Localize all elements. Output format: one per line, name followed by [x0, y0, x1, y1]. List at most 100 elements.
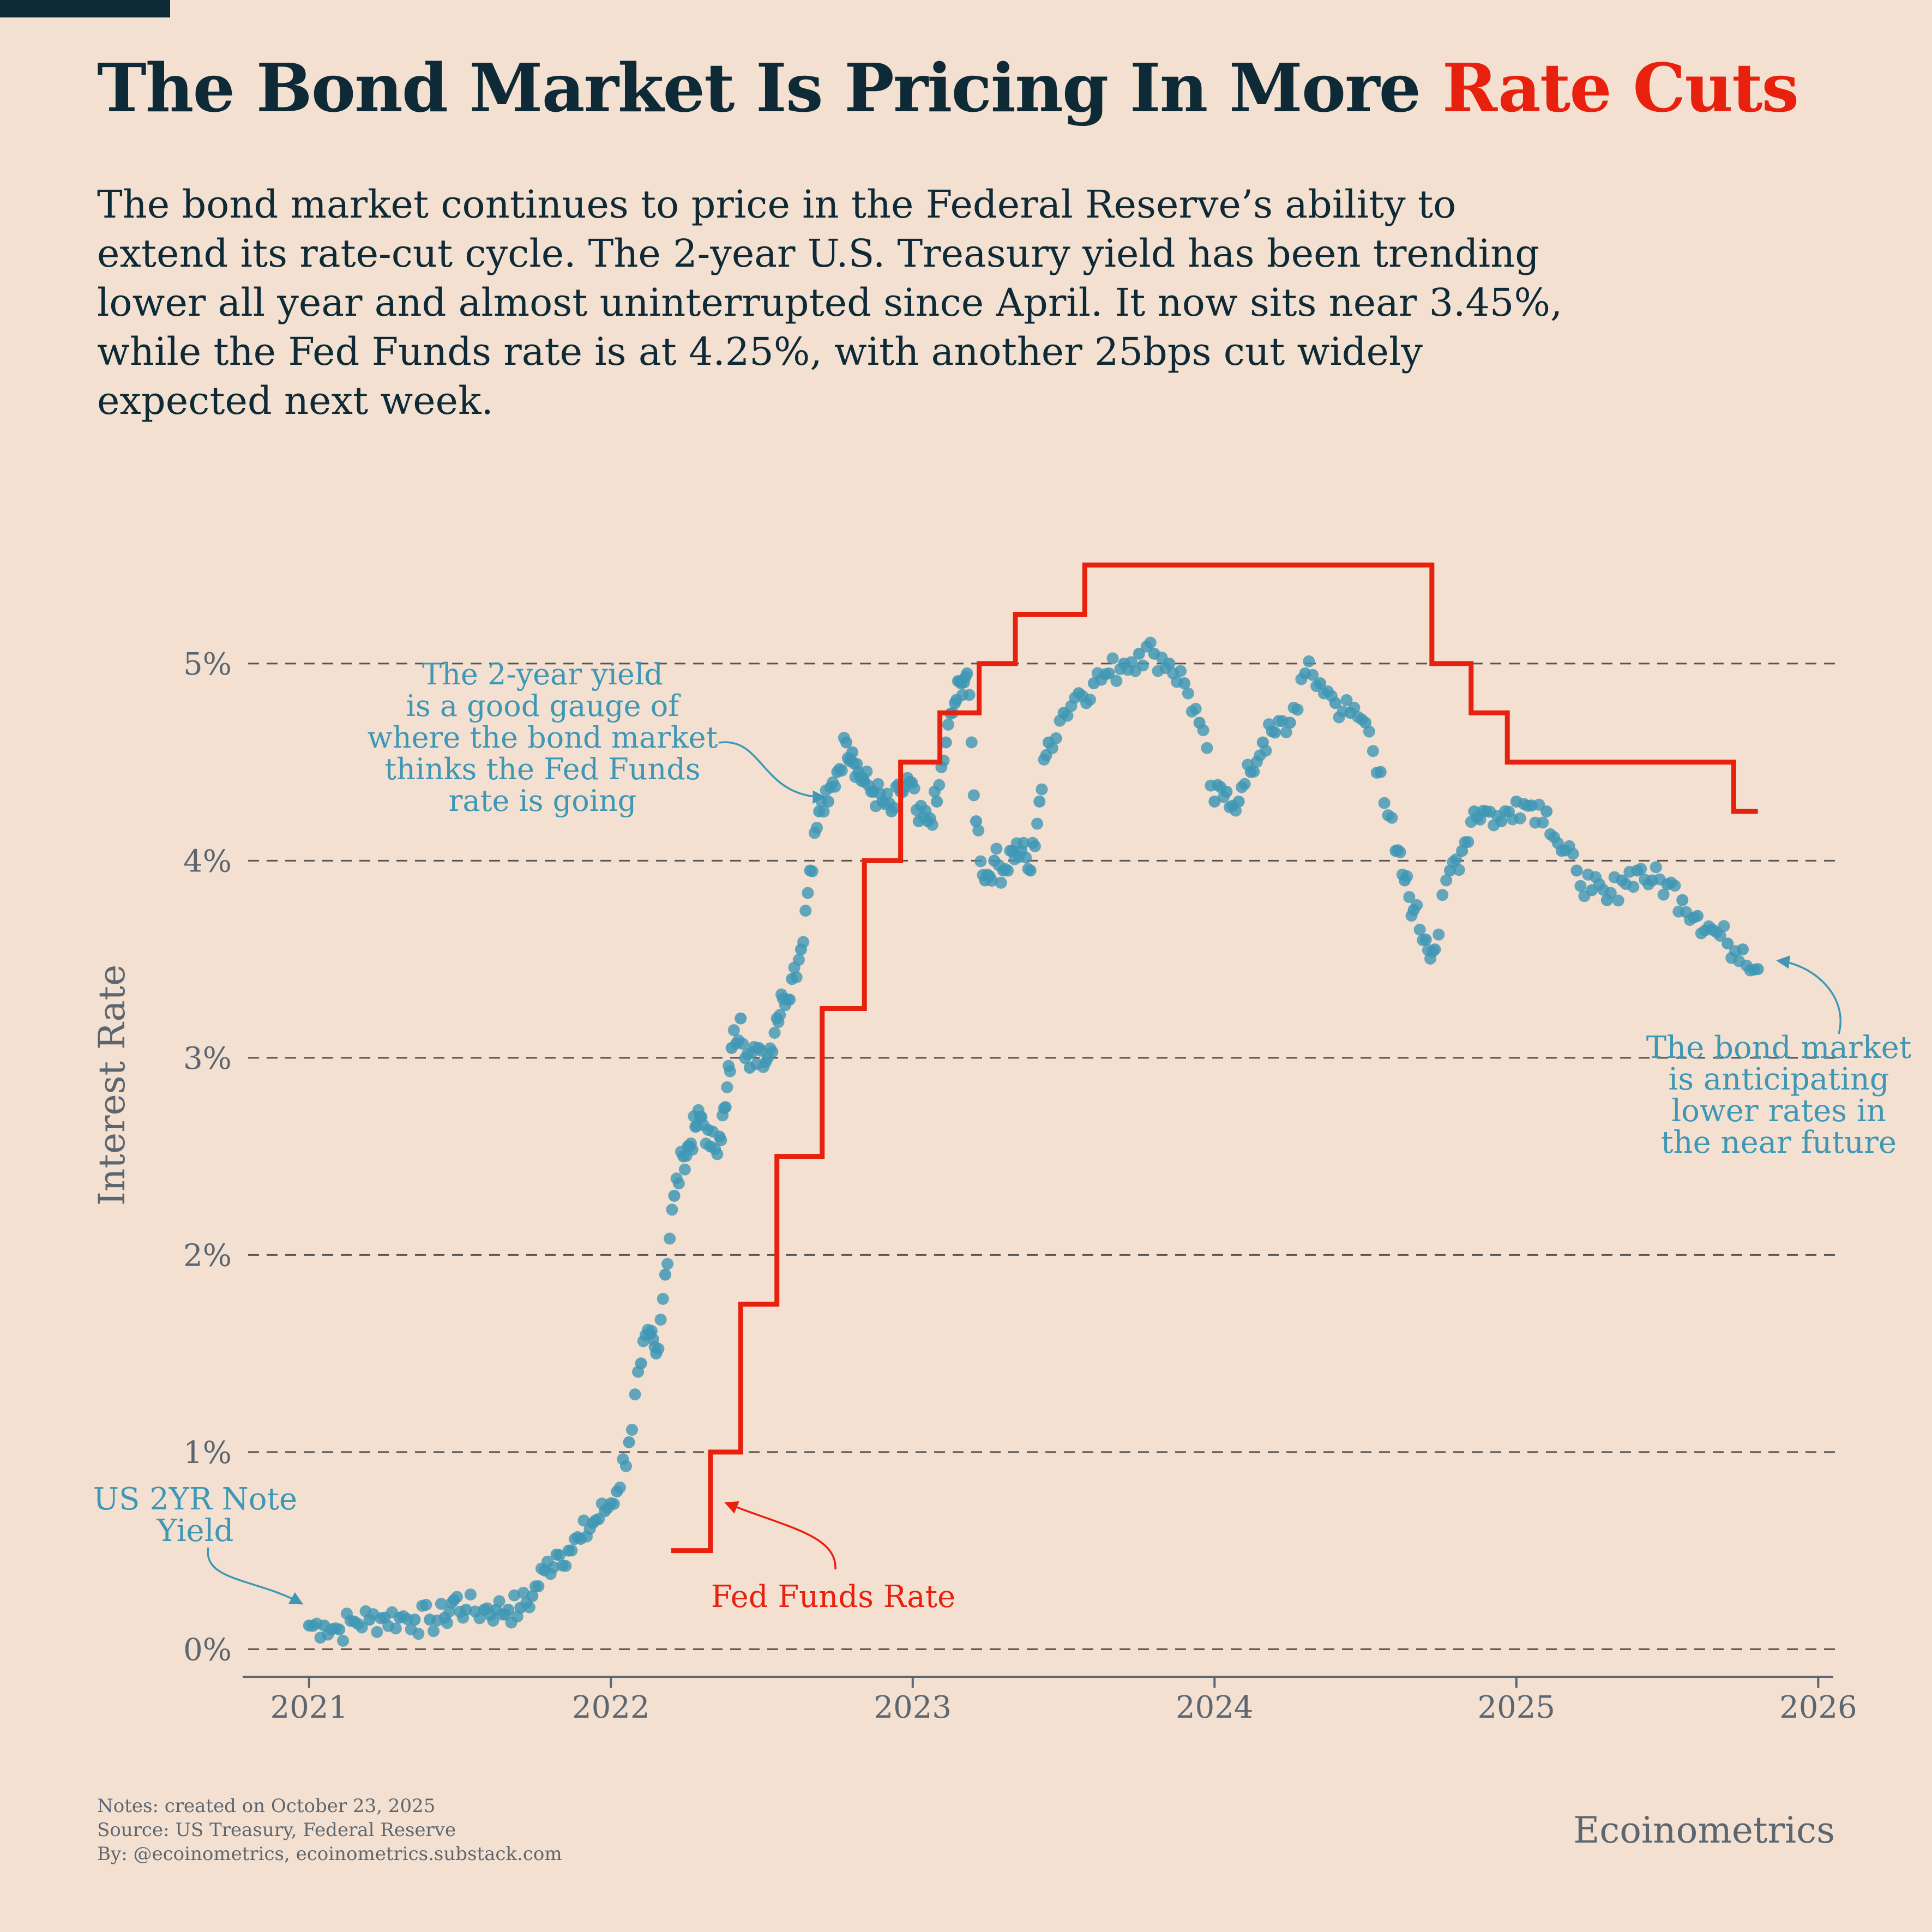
top-accent-bar [0, 0, 170, 17]
yield-point [974, 855, 987, 868]
yield-point [523, 1601, 535, 1614]
yield-point [623, 1436, 635, 1448]
yield-point [1714, 929, 1726, 942]
yield-point [526, 1590, 539, 1602]
yield-point [1280, 726, 1292, 738]
yield-point [371, 1626, 383, 1638]
yield-point [961, 667, 973, 679]
yield-point [1462, 836, 1474, 848]
yield-point [441, 1617, 454, 1629]
yield-point [1050, 732, 1062, 744]
yield-point [1401, 870, 1413, 883]
yield-point [517, 1586, 529, 1599]
yield-point [428, 1625, 440, 1638]
yield-point [559, 1560, 572, 1572]
yield-point [1230, 804, 1242, 817]
yield-point [408, 1614, 421, 1626]
yield-point [967, 789, 980, 802]
page-title: The Bond Market Is Pricing In More Rate … [97, 48, 1799, 128]
yield-point [1394, 846, 1406, 858]
fed-funds-line [671, 562, 1758, 1554]
yield-point [840, 736, 853, 749]
yield-point [1269, 726, 1281, 739]
yield-point [802, 887, 814, 899]
yield-point [1363, 725, 1375, 738]
yield-point [872, 778, 884, 790]
yield-point [940, 736, 952, 749]
yield-point [1201, 742, 1213, 754]
annotation-arrow-fedfunds [724, 1501, 836, 1570]
subtitle: The bond market continues to price in th… [97, 182, 1563, 423]
yield-point [553, 1549, 566, 1561]
yield-point [926, 818, 938, 831]
footer-notes: Notes: created on October 23, 2025 Sourc… [97, 1794, 562, 1866]
yield-point [986, 875, 998, 887]
yield-point [1567, 847, 1579, 860]
yield-point [1650, 861, 1662, 874]
yield-point [822, 795, 834, 808]
yield-point [1163, 657, 1176, 670]
yield-point [1208, 795, 1221, 808]
yield-point [607, 1497, 620, 1510]
yield-point [1260, 744, 1272, 757]
yield-point [1307, 669, 1319, 681]
annotation-anticipating: The bond market [1646, 1030, 1912, 1066]
yield-point [1540, 805, 1553, 818]
yield-point [1291, 703, 1304, 716]
footer-note: Notes: created on October 23, 2025 [97, 1795, 436, 1817]
brand-logo: Ecoinometrics [1573, 1809, 1835, 1851]
annotation-gauge: rate is going [449, 784, 637, 818]
x-tick-label: 2022 [572, 1690, 650, 1725]
yield-point [721, 1081, 733, 1093]
yield-point [1403, 891, 1416, 904]
yield-point [735, 1012, 747, 1025]
yield-point [1284, 717, 1296, 729]
yield-point [1329, 697, 1341, 709]
yield-point [1612, 894, 1624, 907]
yield-point [1110, 675, 1123, 687]
yield-point [1238, 778, 1251, 790]
x-tick-label: 2026 [1779, 1690, 1857, 1725]
yield-point [1411, 899, 1423, 911]
yield-point [1374, 766, 1387, 778]
x-tick-label: 2023 [874, 1690, 952, 1725]
yield-point [1450, 853, 1462, 866]
yield-point [774, 1009, 786, 1021]
annotation-anticipating: lower rates in [1671, 1093, 1886, 1129]
yield-point [1378, 797, 1391, 809]
annotation-gauge: is a good gauge of [406, 689, 682, 723]
y-tick-label: 0% [183, 1632, 232, 1668]
yield-point [1718, 920, 1730, 932]
annotation-anticipating: is anticipating [1668, 1062, 1889, 1097]
y-tick-label: 4% [183, 844, 232, 879]
yield-point [464, 1588, 477, 1601]
yield-point [1028, 840, 1041, 852]
yield-point [1031, 817, 1044, 830]
yield-point [1669, 880, 1681, 892]
y-axis-label: Interest Rate [91, 965, 133, 1206]
annotation-arrow-gauge [718, 741, 826, 804]
yield-point [942, 718, 954, 731]
yield-point [711, 1148, 724, 1160]
yield-point [1136, 659, 1149, 672]
yield-point [659, 1268, 671, 1281]
yield-point [1248, 766, 1260, 778]
y-tick-label: 1% [183, 1435, 232, 1471]
yield-point [1197, 724, 1209, 737]
yield-point [1604, 887, 1617, 899]
yield-point [333, 1623, 346, 1636]
yield-point [654, 1314, 667, 1326]
annotation-arrow-us2yr [207, 1547, 304, 1605]
yield-point [635, 1357, 647, 1370]
title-main: The Bond Market Is Pricing In More [97, 49, 1442, 127]
yield-point [835, 765, 848, 777]
yield-point [1514, 812, 1526, 824]
yield-point [547, 1561, 560, 1574]
yield-point [1436, 889, 1449, 901]
annotation-anticipating: the near future [1661, 1125, 1897, 1160]
yield-point [1752, 963, 1764, 976]
annotation-gauge: thinks the Fed Funds [384, 752, 700, 786]
yield-point [1084, 693, 1096, 706]
yield-point [1419, 933, 1432, 946]
yield-point [990, 842, 1003, 855]
